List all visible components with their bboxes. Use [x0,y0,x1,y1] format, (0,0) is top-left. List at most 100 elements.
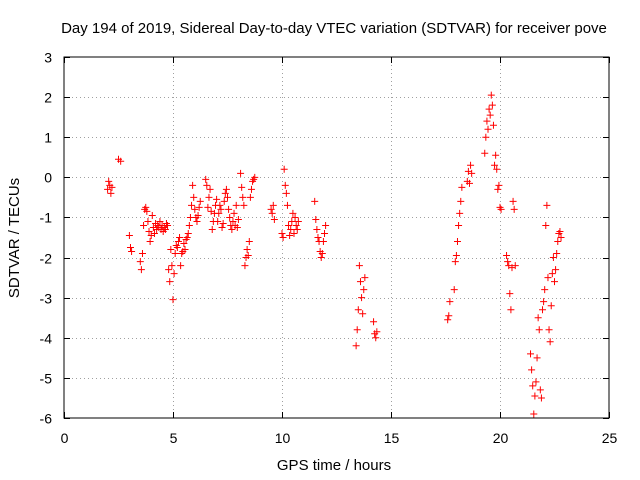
y-tick-label: -2 [40,251,53,267]
data-point [488,101,496,109]
data-point [234,215,242,223]
data-point [311,197,319,205]
data-point [494,185,502,193]
data-point [548,270,556,278]
data-point [222,185,230,193]
data-point [188,201,196,209]
data-point [317,254,325,262]
data-point [484,125,492,133]
data-point [445,312,453,320]
data-point [286,231,294,239]
data-point [289,209,297,217]
data-point [281,181,289,189]
plot-frame [63,56,610,419]
data-point [206,185,214,193]
data-point [539,306,547,314]
data-point [278,229,286,237]
data-point [180,240,188,248]
data-point [507,306,515,314]
data-point [530,410,538,418]
data-point [150,229,158,237]
data-point [358,294,366,302]
data-point [467,161,475,169]
y-tick-label: 3 [44,50,52,66]
data-point [105,177,113,185]
data-point [196,197,204,205]
data-point [233,223,241,231]
data-point [492,151,500,159]
data-point [177,262,185,270]
data-point [240,201,248,209]
data-point [280,165,288,173]
data-point [352,342,360,350]
data-point [193,217,201,225]
data-point [540,298,548,306]
data-point [531,392,539,400]
data-point [534,314,542,322]
data-point [138,250,146,258]
data-point [486,111,494,119]
data-point [156,217,164,225]
data-point [217,205,225,213]
data-point [544,274,552,282]
data-point [269,201,277,209]
data-point [171,250,179,258]
data-point [215,209,223,217]
data-point [318,250,326,258]
data-point [483,117,491,125]
data-point [321,229,329,237]
data-point [117,157,125,165]
data-point [213,195,221,203]
data-point [511,262,519,270]
data-point [237,169,245,177]
data-point [456,209,464,217]
y-tick-label: 1 [44,130,52,146]
data-point [214,217,222,225]
data-point [353,326,361,334]
data-points [104,91,565,418]
y-tick-label: 2 [44,90,52,106]
data-point [322,221,330,229]
y-tick-label: -3 [40,291,53,307]
data-point [282,189,290,197]
data-point [510,205,518,213]
data-point [554,238,562,246]
data-point [546,338,554,346]
data-point [226,213,234,221]
axis-ticks: 0 5 10 15 20 25 -6 -5 -4 -3 -2 -1 0 1 2 3 [40,50,618,447]
data-point [221,189,229,197]
data-point [104,185,112,193]
x-tick-label: 15 [384,430,400,446]
data-point [239,193,247,201]
data-point [547,302,555,310]
data-point [232,201,240,209]
data-point [283,201,291,209]
data-point [536,386,544,394]
data-point [528,366,536,374]
data-point [541,286,549,294]
data-point [285,221,293,229]
data-point [165,266,173,274]
data-point [553,250,561,258]
data-point [247,185,255,193]
data-point [545,326,553,334]
data-point [532,378,540,386]
data-point [181,246,189,254]
data-point [551,278,558,286]
data-point [495,181,503,189]
data-point [243,246,251,254]
data-point [446,298,454,306]
data-point [319,238,327,246]
data-point [457,197,465,205]
data-point [228,225,236,233]
data-point [287,225,295,233]
data-point [504,258,512,266]
data-point [535,326,543,334]
data-point [493,165,501,173]
data-point [451,258,459,266]
data-point [146,238,154,246]
data-point [176,234,184,241]
data-point [509,197,517,205]
data-point [169,296,177,304]
